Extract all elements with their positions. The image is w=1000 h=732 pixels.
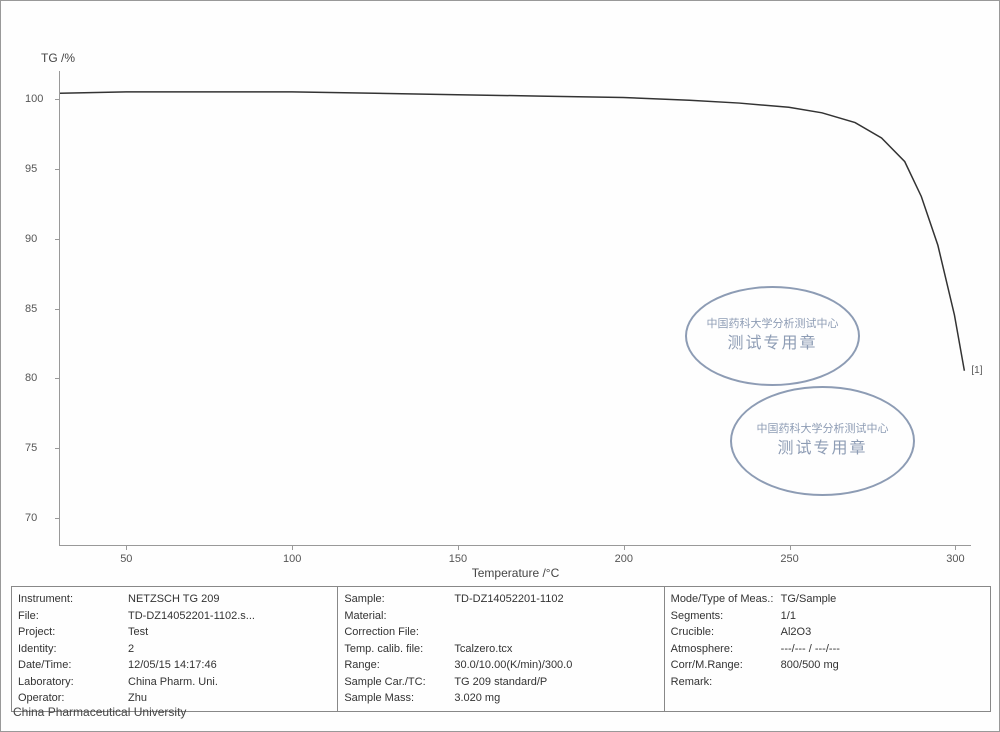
y-tick-mark xyxy=(55,239,60,240)
info-label: Sample: xyxy=(344,591,454,608)
stamp-seal-2: 中国药科大学分析测试中心 测试专用章 xyxy=(730,386,915,496)
x-tick-mark xyxy=(955,545,956,550)
info-row: Date/Time:12/05/15 14:17:46 xyxy=(18,657,331,674)
info-label: Identity: xyxy=(18,641,128,658)
info-row: Sample:TD-DZ14052201-1102 xyxy=(344,591,657,608)
info-value: NETZSCH TG 209 xyxy=(128,591,220,608)
info-value: 12/05/15 14:17:46 xyxy=(128,657,217,674)
x-tick-mark xyxy=(458,545,459,550)
info-label: Correction File: xyxy=(344,624,454,641)
info-value: 2 xyxy=(128,641,134,658)
footer-text: China Pharmaceutical University xyxy=(13,705,186,719)
stamp-arc-text: 中国药科大学分析测试中心 xyxy=(707,317,839,332)
info-label: Segments: xyxy=(671,608,781,625)
info-label: Date/Time: xyxy=(18,657,128,674)
x-axis-label: Temperature /°C xyxy=(472,566,560,580)
x-tick-label: 50 xyxy=(120,553,132,565)
info-row: Mode/Type of Meas.:TG/Sample xyxy=(671,591,984,608)
info-row: Temp. calib. file:Tcalzero.tcx xyxy=(344,641,657,658)
x-tick-label: 150 xyxy=(449,553,467,565)
info-row: File:TD-DZ14052201-1102.s... xyxy=(18,608,331,625)
y-axis-label: TG /% xyxy=(41,51,75,65)
info-value: TD-DZ14052201-1102 xyxy=(454,591,563,608)
info-label: Sample Car./TC: xyxy=(344,674,454,691)
info-value: 1/1 xyxy=(781,608,796,625)
info-row: Corr/M.Range:800/500 mg xyxy=(671,657,984,674)
info-column-2: Sample:TD-DZ14052201-1102Material:Correc… xyxy=(338,587,664,711)
x-tick-mark xyxy=(292,545,293,550)
y-tick-mark xyxy=(55,378,60,379)
stamp-main-text: 测试专用章 xyxy=(777,438,867,460)
x-tick-label: 250 xyxy=(780,553,798,565)
info-table: Instrument:NETZSCH TG 209File:TD-DZ14052… xyxy=(11,586,991,712)
info-label: Crucible: xyxy=(671,624,781,641)
info-value: ---/--- / ---/--- xyxy=(781,641,840,658)
info-label: Instrument: xyxy=(18,591,128,608)
info-row: Sample Car./TC:TG 209 standard/P xyxy=(344,674,657,691)
info-value: 3.020 mg xyxy=(454,690,500,707)
info-label: Laboratory: xyxy=(18,674,128,691)
y-tick-label: 90 xyxy=(25,233,37,245)
info-row: Sample Mass:3.020 mg xyxy=(344,690,657,707)
plot: Temperature /°C [1] 中国药科大学分析测试中心 测试专用章 中… xyxy=(59,71,971,546)
stamp-seal-1: 中国药科大学分析测试中心 测试专用章 xyxy=(685,286,860,386)
info-row: Material: xyxy=(344,608,657,625)
info-label: Range: xyxy=(344,657,454,674)
info-label: Corr/M.Range: xyxy=(671,657,781,674)
info-label: Project: xyxy=(18,624,128,641)
info-value: 800/500 mg xyxy=(781,657,839,674)
info-row: Instrument:NETZSCH TG 209 xyxy=(18,591,331,608)
info-label: Sample Mass: xyxy=(344,690,454,707)
y-tick-mark xyxy=(55,169,60,170)
info-row: Project:Test xyxy=(18,624,331,641)
info-row: Remark: xyxy=(671,674,984,691)
stamp-main-text: 测试专用章 xyxy=(727,333,817,355)
info-label: Remark: xyxy=(671,674,781,691)
info-value: TD-DZ14052201-1102.s... xyxy=(128,608,255,625)
info-column-1: Instrument:NETZSCH TG 209File:TD-DZ14052… xyxy=(12,587,338,711)
info-row: Identity:2 xyxy=(18,641,331,658)
info-row: Segments:1/1 xyxy=(671,608,984,625)
info-label: File: xyxy=(18,608,128,625)
y-tick-label: 80 xyxy=(25,372,37,384)
x-tick-mark xyxy=(126,545,127,550)
info-column-3: Mode/Type of Meas.:TG/SampleSegments:1/1… xyxy=(665,587,990,711)
y-tick-label: 75 xyxy=(25,442,37,454)
y-tick-label: 100 xyxy=(25,93,43,105)
y-tick-mark xyxy=(55,448,60,449)
info-row: Range:30.0/10.00(K/min)/300.0 xyxy=(344,657,657,674)
info-row: Atmosphere:---/--- / ---/--- xyxy=(671,641,984,658)
y-tick-mark xyxy=(55,99,60,100)
info-row: Crucible:Al2O3 xyxy=(671,624,984,641)
x-tick-label: 300 xyxy=(946,553,964,565)
info-value: Test xyxy=(128,624,148,641)
info-value: China Pharm. Uni. xyxy=(128,674,218,691)
info-row: Laboratory:China Pharm. Uni. xyxy=(18,674,331,691)
info-value: Tcalzero.tcx xyxy=(454,641,512,658)
info-label: Mode/Type of Meas.: xyxy=(671,591,781,608)
info-label: Material: xyxy=(344,608,454,625)
y-tick-label: 85 xyxy=(25,303,37,315)
x-tick-label: 100 xyxy=(283,553,301,565)
y-tick-mark xyxy=(55,518,60,519)
y-tick-label: 70 xyxy=(25,512,37,524)
info-value: 30.0/10.00(K/min)/300.0 xyxy=(454,657,572,674)
x-tick-mark xyxy=(790,545,791,550)
x-tick-label: 200 xyxy=(615,553,633,565)
info-value: Al2O3 xyxy=(781,624,812,641)
info-value: TG/Sample xyxy=(781,591,837,608)
stamp-arc-text: 中国药科大学分析测试中心 xyxy=(757,422,889,437)
info-label: Temp. calib. file: xyxy=(344,641,454,658)
chart-area: TG /% Temperature /°C [1] 中国药科大学分析测试中心 测… xyxy=(11,21,991,581)
curve-end-label: [1] xyxy=(971,365,982,376)
y-tick-mark xyxy=(55,309,60,310)
y-tick-label: 95 xyxy=(25,163,37,175)
info-label: Atmosphere: xyxy=(671,641,781,658)
info-value: TG 209 standard/P xyxy=(454,674,547,691)
x-tick-mark xyxy=(624,545,625,550)
info-row: Correction File: xyxy=(344,624,657,641)
